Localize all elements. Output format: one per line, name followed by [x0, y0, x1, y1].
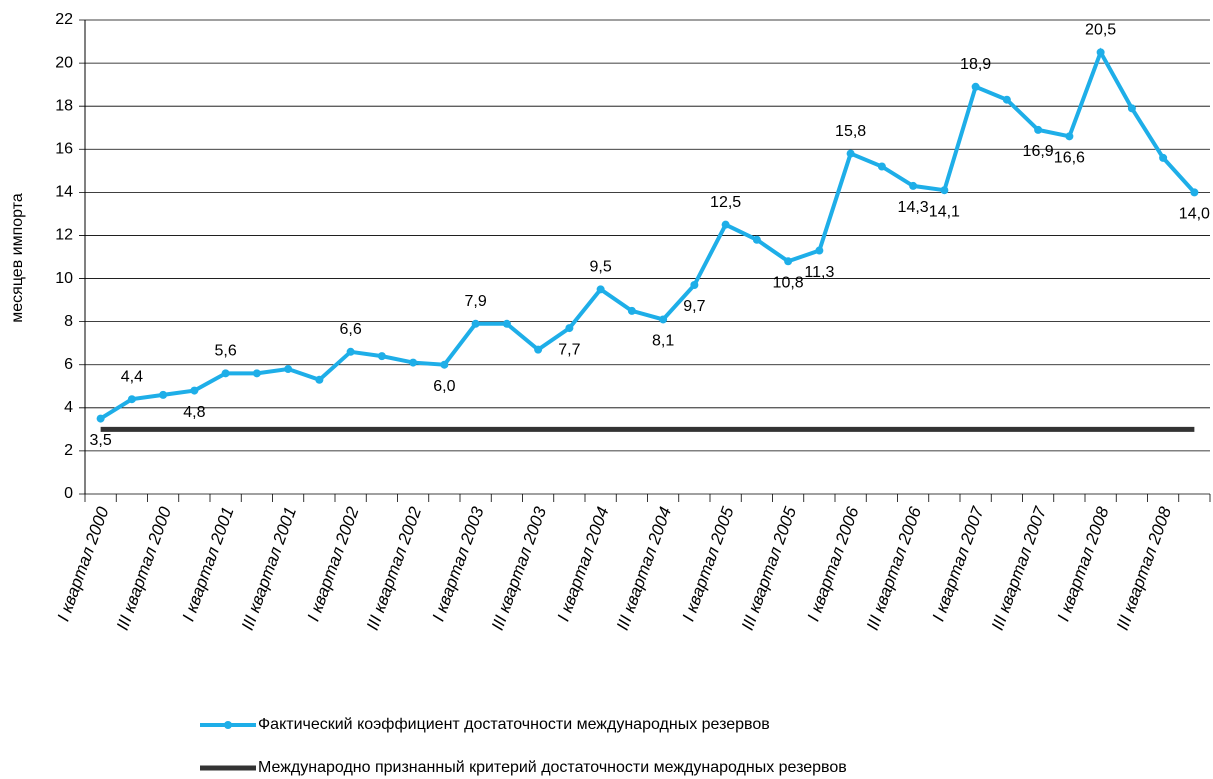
- data-label: 16,6: [1054, 150, 1085, 167]
- data-label: 16,9: [1023, 143, 1054, 160]
- data-label: 11,3: [804, 264, 834, 281]
- data-label: 10,8: [773, 275, 804, 292]
- data-label: 14,0: [1179, 206, 1210, 223]
- data-label: 14,1: [929, 203, 960, 220]
- point-marker: [909, 181, 918, 190]
- point-marker: [471, 319, 480, 328]
- point-marker: [596, 285, 605, 294]
- point-marker: [502, 319, 511, 328]
- y-tick-label: 6: [64, 356, 73, 373]
- x-tick-label: I квартал 2000: [54, 504, 113, 624]
- data-label: 5,6: [215, 343, 237, 360]
- data-label: 6,0: [433, 378, 455, 395]
- x-tick-label: III квартал 2001: [238, 504, 300, 632]
- x-tick-label: I квартал 2008: [1054, 504, 1113, 624]
- y-tick-label: 20: [55, 54, 73, 71]
- point-marker: [315, 375, 324, 384]
- y-tick-label: 8: [64, 313, 73, 330]
- point-marker: [971, 82, 980, 91]
- point-marker: [627, 306, 636, 315]
- data-label: 3,5: [90, 432, 112, 449]
- data-label: 6,6: [340, 321, 362, 338]
- data-label: 15,8: [835, 123, 866, 140]
- data-label: 7,7: [558, 341, 580, 358]
- x-tick-label: III квартал 2005: [738, 504, 800, 633]
- x-tick-label: III квартал 2006: [863, 504, 925, 633]
- point-marker: [190, 386, 199, 395]
- point-marker: [1034, 125, 1043, 134]
- point-marker: [784, 257, 793, 266]
- point-marker: [752, 235, 761, 244]
- x-tick-label: I квартал 2005: [679, 504, 738, 624]
- point-marker: [721, 220, 730, 229]
- point-marker: [1190, 188, 1199, 197]
- y-tick-label: 12: [55, 227, 73, 244]
- point-marker: [690, 281, 699, 290]
- y-tick-label: 14: [55, 184, 73, 201]
- point-marker: [940, 186, 949, 195]
- point-marker: [252, 369, 261, 378]
- data-label: 4,8: [183, 404, 205, 421]
- x-tick-label: I квартал 2002: [304, 504, 363, 624]
- x-tick-label: I квартал 2006: [804, 504, 863, 624]
- data-label: 7,9: [465, 293, 487, 310]
- point-marker: [409, 358, 418, 367]
- point-marker: [440, 360, 449, 369]
- point-marker: [659, 315, 668, 324]
- x-tick-label: I квартал 2001: [179, 504, 238, 623]
- y-tick-label: 18: [55, 97, 73, 114]
- x-tick-label: III квартал 2002: [363, 504, 425, 633]
- data-label: 18,9: [960, 56, 991, 73]
- legend-marker: [224, 721, 232, 729]
- point-marker: [127, 395, 136, 404]
- y-tick-label: 4: [64, 399, 73, 416]
- data-label: 4,4: [121, 368, 143, 385]
- data-label: 14,3: [898, 199, 929, 216]
- point-marker: [1127, 104, 1136, 113]
- point-marker: [377, 352, 386, 361]
- data-label: 12,5: [710, 194, 741, 211]
- point-marker: [96, 414, 105, 423]
- point-marker: [221, 369, 230, 378]
- y-tick-label: 10: [55, 270, 73, 287]
- x-tick-label: III квартал 2007: [988, 504, 1050, 633]
- point-marker: [1096, 48, 1105, 57]
- data-label: 9,7: [683, 298, 705, 315]
- point-marker: [1002, 95, 1011, 104]
- point-marker: [159, 390, 168, 399]
- point-marker: [846, 149, 855, 158]
- x-tick-label: III квартал 2003: [488, 504, 550, 633]
- y-tick-label: 16: [55, 140, 73, 157]
- point-marker: [284, 365, 293, 374]
- y-tick-label: 22: [55, 11, 73, 28]
- x-tick-label: III квартал 2000: [113, 504, 175, 633]
- y-axis-label: месяцев импорта: [9, 193, 26, 323]
- point-marker: [815, 246, 824, 255]
- y-tick-label: 0: [64, 485, 73, 502]
- x-tick-label: I квартал 2004: [554, 504, 613, 623]
- data-label: 9,5: [590, 259, 612, 276]
- point-marker: [346, 347, 355, 356]
- x-tick-label: III квартал 2004: [613, 504, 675, 632]
- point-marker: [1065, 132, 1074, 141]
- point-marker: [565, 324, 574, 333]
- data-label: 20,5: [1085, 22, 1116, 39]
- y-tick-label: 2: [64, 442, 73, 459]
- legend-label: Фактический коэффициент достаточности ме…: [258, 716, 770, 733]
- x-tick-label: I квартал 2007: [929, 504, 988, 624]
- series-line: [99, 47, 1196, 421]
- x-tick-label: III квартал 2008: [1113, 504, 1175, 633]
- data-label: 8,1: [652, 333, 674, 350]
- point-marker: [877, 162, 886, 171]
- legend-label: Международно признанный критерий достато…: [258, 759, 847, 776]
- x-tick-label: I квартал 2003: [429, 504, 488, 624]
- point-marker: [534, 345, 543, 354]
- point-marker: [1159, 153, 1168, 162]
